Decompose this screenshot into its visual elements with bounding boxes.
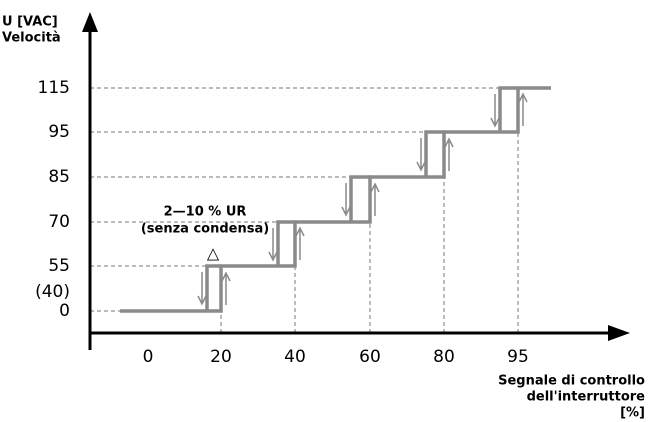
x-tick-label: 60: [359, 347, 381, 367]
x-tick-label: 20: [210, 347, 232, 367]
x-axis-label: [%]: [620, 406, 645, 421]
annotation: 2—10 % UR: [164, 205, 247, 220]
y-tick-label: 95: [48, 122, 70, 142]
x-axis-label: dell'interruttore: [527, 390, 646, 405]
x-axis-label: Segnale di controllo: [498, 374, 645, 389]
y-tick-label: (40): [35, 282, 70, 302]
y-axis-label: U [VAC]: [2, 15, 58, 30]
guides: [90, 87, 519, 333]
x-tick-label: 95: [507, 347, 529, 367]
y-tick-label: 85: [48, 167, 70, 187]
y-tick-label: 70: [48, 212, 70, 232]
y-tick-label: 0: [59, 301, 70, 321]
y-axis-label: Velocità: [2, 31, 61, 46]
axes: [82, 12, 630, 350]
annotation-symbol: △: [207, 244, 220, 263]
y-tick-label: 115: [38, 78, 70, 98]
x-tick-label: 80: [433, 347, 455, 367]
annotation: (senza condensa): [141, 222, 269, 237]
x-tick-label: 40: [284, 347, 306, 367]
hysteresis-steps: [120, 86, 551, 313]
x-tick-label: 0: [143, 347, 154, 367]
y-tick-label: 55: [48, 256, 70, 276]
